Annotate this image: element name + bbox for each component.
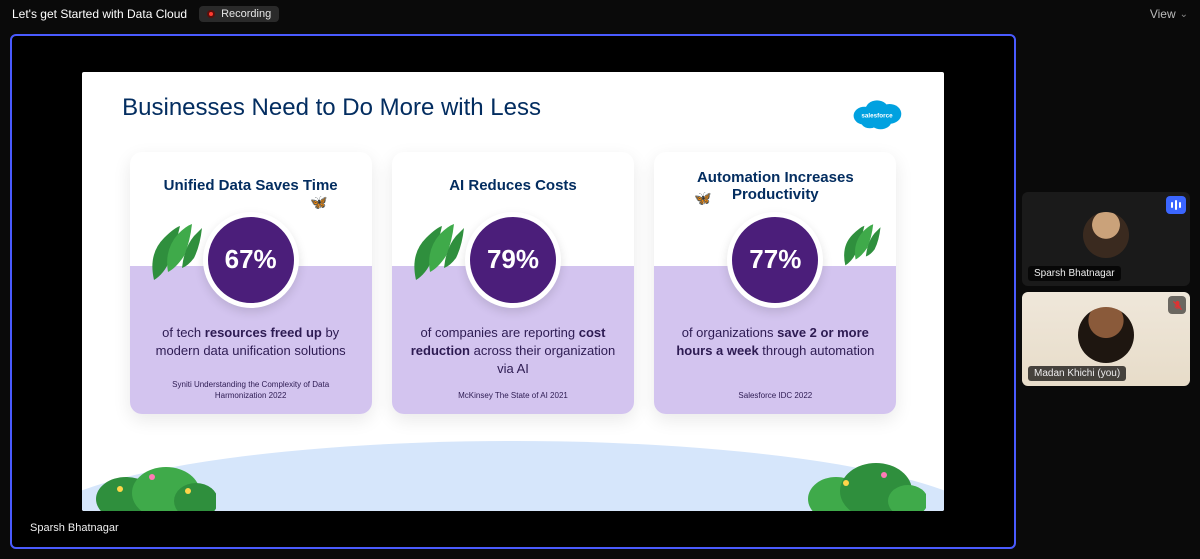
stat-cards-row: Unified Data Saves Time67%🦋of tech resou… <box>122 152 904 414</box>
leaves-decor-icon <box>144 220 204 290</box>
stat-card-desc: of organizations save 2 or more hours a … <box>670 324 880 360</box>
recording-label: Recording <box>221 8 271 20</box>
meeting-title: Let's get Started with Data Cloud <box>12 7 187 21</box>
stat-card-desc: of tech resources freed up by modern dat… <box>146 324 356 360</box>
view-button[interactable]: View ⌄ <box>1150 7 1188 21</box>
salesforce-logo-icon: salesforce <box>850 94 904 132</box>
leaves-decor-icon <box>406 220 466 290</box>
participants-column: Sparsh Bhatnagar Madan Khichi (you) <box>1022 34 1190 549</box>
leaves-decor-icon <box>838 212 882 282</box>
muted-mic-icon <box>1168 296 1186 314</box>
presenter-name-chip: Sparsh Bhatnagar <box>22 519 127 537</box>
stat-percent-circle: 67% <box>203 212 299 308</box>
meeting-topbar: Let's get Started with Data Cloud Record… <box>0 0 1200 28</box>
view-label: View <box>1150 7 1176 21</box>
chevron-down-icon: ⌄ <box>1180 9 1188 20</box>
participant-name-chip: Madan Khichi (you) <box>1028 366 1126 381</box>
svg-text:salesforce: salesforce <box>861 112 893 119</box>
stat-card: AI Reduces Costs79% of companies are repo… <box>392 152 634 414</box>
stat-card: Automation Increases Productivity77% 🦋 of … <box>654 152 896 414</box>
participant-avatar <box>1078 307 1134 363</box>
butterfly-icon: 🦋 <box>310 194 327 211</box>
stat-card-desc: of companies are reporting cost reductio… <box>408 324 618 379</box>
slide-title: Businesses Need to Do More with Less <box>122 94 541 122</box>
shared-screen-pane: Businesses Need to Do More with Less sal… <box>10 34 1016 549</box>
shared-screen-frame[interactable]: Businesses Need to Do More with Less sal… <box>10 34 1016 549</box>
stat-card-title: Automation Increases Productivity <box>654 152 896 210</box>
stat-percent-circle: 77% <box>727 212 823 308</box>
participant-tile[interactable]: Sparsh Bhatnagar <box>1022 192 1190 286</box>
speaking-indicator-icon <box>1166 196 1186 214</box>
presentation-slide: Businesses Need to Do More with Less sal… <box>82 72 944 511</box>
stat-percent-circle: 79% <box>465 212 561 308</box>
stat-card-title: AI Reduces Costs <box>427 152 599 210</box>
recording-indicator: Recording <box>199 6 279 22</box>
participant-name-chip: Sparsh Bhatnagar <box>1028 266 1121 281</box>
stat-card-source: Salesforce IDC 2022 <box>670 390 880 401</box>
recording-dot-icon <box>207 10 215 18</box>
stat-card-source: McKinsey The State of AI 2021 <box>408 390 618 401</box>
participant-avatar <box>1083 212 1129 258</box>
butterfly-icon: 🦋 <box>694 190 711 207</box>
participant-tile[interactable]: Madan Khichi (you) <box>1022 292 1190 386</box>
stat-card: Unified Data Saves Time67%🦋of tech resou… <box>130 152 372 414</box>
stat-card-source: Syniti Understanding the Complexity of D… <box>146 379 356 401</box>
